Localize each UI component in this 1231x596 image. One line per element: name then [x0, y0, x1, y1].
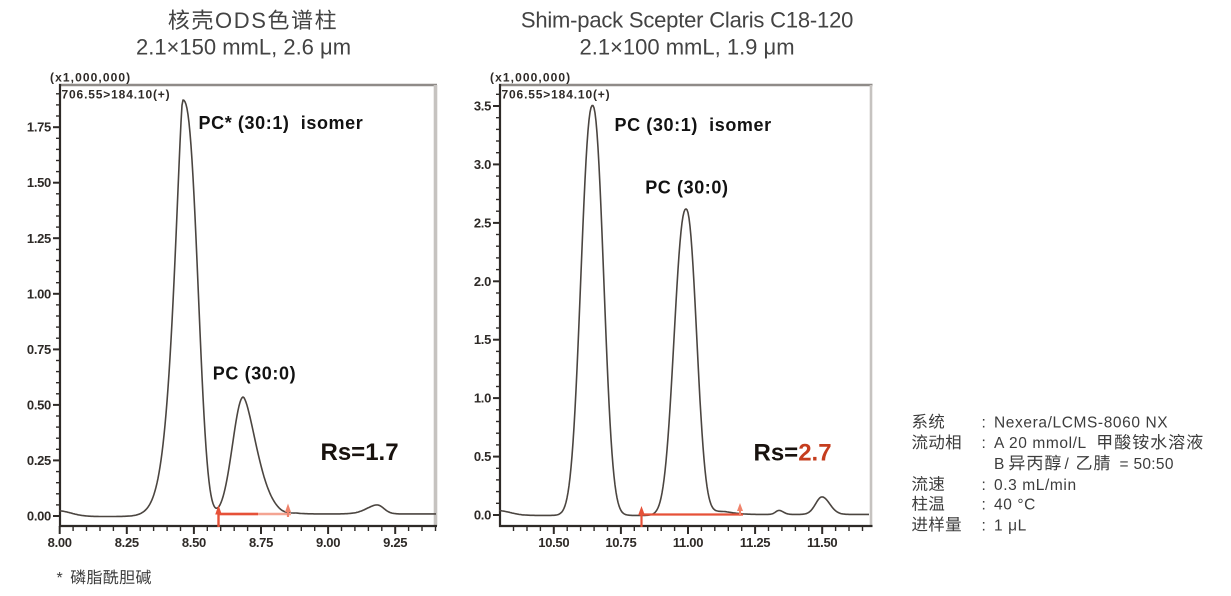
svg-text:8.25: 8.25: [115, 535, 139, 550]
svg-text:10.50: 10.50: [538, 535, 569, 550]
svg-text::: :: [982, 477, 986, 494]
svg-text:0.3 mL/min: 0.3 mL/min: [994, 477, 1077, 494]
svg-text:ODS: ODS: [215, 8, 267, 33]
svg-text:11.25: 11.25: [740, 535, 770, 550]
svg-text:0.0: 0.0: [474, 508, 491, 523]
svg-text:PC (30:0): PC (30:0): [213, 364, 296, 384]
svg-text:8.50: 8.50: [182, 535, 206, 550]
svg-text::: :: [982, 497, 986, 514]
svg-text:706.55>184.10(+): 706.55>184.10(+): [62, 88, 171, 102]
svg-text:B: B: [994, 456, 1005, 473]
svg-text:1 μL: 1 μL: [994, 517, 1027, 534]
svg-text:*: *: [57, 570, 63, 587]
svg-text:A 20 mmol/L: A 20 mmol/L: [994, 435, 1087, 452]
svg-text:0.50: 0.50: [27, 397, 51, 412]
svg-text:11.00: 11.00: [673, 535, 703, 550]
svg-text:PC (30:0): PC (30:0): [645, 178, 728, 198]
svg-text:Nexera/LCMS-8060 NX: Nexera/LCMS-8060 NX: [994, 415, 1168, 432]
svg-text:1.75: 1.75: [27, 120, 51, 135]
svg-text:2.1×100 mmL, 1.9 μm: 2.1×100 mmL, 1.9 μm: [579, 35, 794, 60]
svg-text:706.55>184.10(+): 706.55>184.10(+): [502, 88, 611, 102]
svg-text:9.25: 9.25: [383, 535, 407, 550]
svg-text:(x1,000,000): (x1,000,000): [50, 71, 131, 85]
svg-text:/: /: [1065, 456, 1070, 473]
svg-text:Rs=: Rs=: [754, 440, 799, 467]
svg-text:9.00: 9.00: [316, 535, 340, 550]
svg-text:10.75: 10.75: [605, 535, 636, 550]
svg-text:PC* (30:1) isomer: PC* (30:1) isomer: [199, 113, 364, 133]
svg-text:Shim-pack Scepter Claris C18-1: Shim-pack Scepter Claris C18-120: [521, 8, 853, 33]
svg-text:2.5: 2.5: [474, 215, 491, 230]
svg-text:8.00: 8.00: [48, 535, 72, 550]
svg-text:PC (30:1) isomer: PC (30:1) isomer: [615, 115, 772, 135]
svg-text:11.50: 11.50: [807, 535, 837, 550]
svg-text:0.25: 0.25: [27, 453, 51, 468]
svg-text:(x1,000,000): (x1,000,000): [490, 71, 571, 85]
svg-text:Rs=1.7: Rs=1.7: [321, 439, 399, 466]
svg-text:1.0: 1.0: [474, 391, 491, 406]
svg-text:3.5: 3.5: [474, 99, 491, 114]
svg-text:2.0: 2.0: [474, 274, 491, 289]
svg-text:0.75: 0.75: [27, 342, 51, 357]
svg-text:= 50:50: = 50:50: [1120, 456, 1174, 473]
svg-text:1.50: 1.50: [27, 175, 51, 190]
svg-text:3.0: 3.0: [474, 157, 491, 172]
svg-text:0.5: 0.5: [474, 449, 491, 464]
svg-text:8.75: 8.75: [249, 535, 273, 550]
svg-text:1.25: 1.25: [27, 231, 51, 246]
svg-text:40 °C: 40 °C: [994, 497, 1036, 514]
svg-text:2.1×150 mmL, 2.6 μm: 2.1×150 mmL, 2.6 μm: [136, 35, 351, 60]
svg-text:0.00: 0.00: [27, 509, 51, 524]
svg-text::: :: [982, 435, 986, 452]
svg-text:1.5: 1.5: [474, 332, 491, 347]
svg-text:1.00: 1.00: [27, 286, 51, 301]
svg-text::: :: [982, 415, 986, 432]
svg-text::: :: [982, 517, 986, 534]
svg-text:2.7: 2.7: [798, 440, 831, 467]
